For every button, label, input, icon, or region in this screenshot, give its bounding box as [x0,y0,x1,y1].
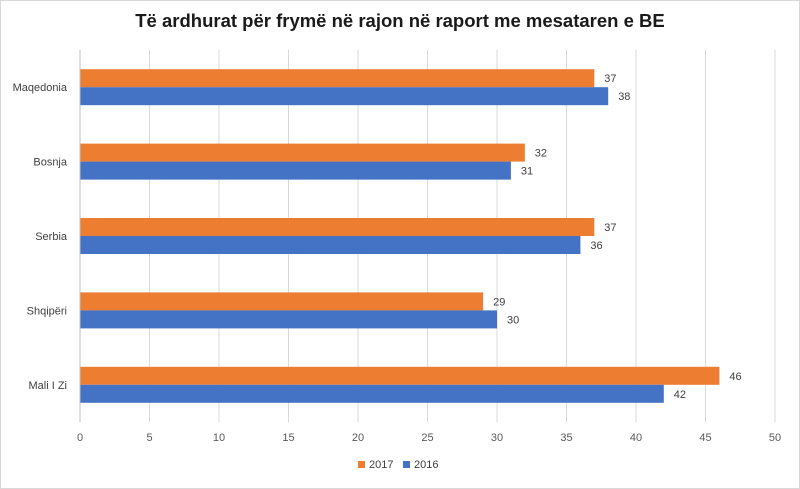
category-label: Mali I Zi [29,380,68,392]
x-tick-label: 20 [352,432,364,444]
data-label: 29 [493,296,505,308]
chart-title: Të ardhurat për frymë në rajon në raport… [135,10,665,31]
data-label: 32 [535,148,547,160]
legend-swatch [403,461,410,468]
legend-label: 2016 [414,459,438,471]
data-label: 36 [590,240,602,252]
bar-2017 [80,143,525,162]
legend: 2017 2016 [358,459,438,471]
data-label: 37 [604,73,616,85]
x-tick-label: 50 [769,432,781,444]
x-tick-label: 0 [77,432,83,444]
data-label: 42 [674,389,686,401]
x-tick-label: 25 [421,432,433,444]
x-tick-label: 40 [630,432,642,444]
legend-label: 2017 [369,459,393,471]
x-tick-label: 5 [146,432,152,444]
x-tick-label: 30 [491,432,503,444]
bar-2016 [80,161,511,180]
category-label: Shqipëri [27,305,67,317]
x-tick-label: 15 [282,432,294,444]
data-label: 46 [729,371,741,383]
bar-2017 [80,366,720,385]
bar-2016 [80,236,581,254]
legend-swatch [358,461,365,468]
bars [80,69,720,403]
bar-2016 [80,384,664,403]
axes: 0 5 10 15 20 25 30 35 40 45 50 Maqedonia Bosnja Serbi… [13,50,781,444]
bar-2016 [80,310,497,329]
data-label: 30 [507,314,519,326]
data-label: 38 [618,91,630,103]
data-label: 31 [521,166,533,178]
category-label: Serbia [35,231,68,243]
category-label: Maqedonia [13,82,68,94]
x-tick-label: 45 [699,432,711,444]
x-tick-label: 10 [213,432,225,444]
category-label: Bosnja [33,157,68,169]
x-tick-label: 35 [560,432,572,444]
data-label: 37 [604,222,616,234]
bar-2017 [80,218,595,236]
bar-2017 [80,69,595,88]
bar-2016 [80,87,609,106]
bar-2017 [80,292,484,311]
